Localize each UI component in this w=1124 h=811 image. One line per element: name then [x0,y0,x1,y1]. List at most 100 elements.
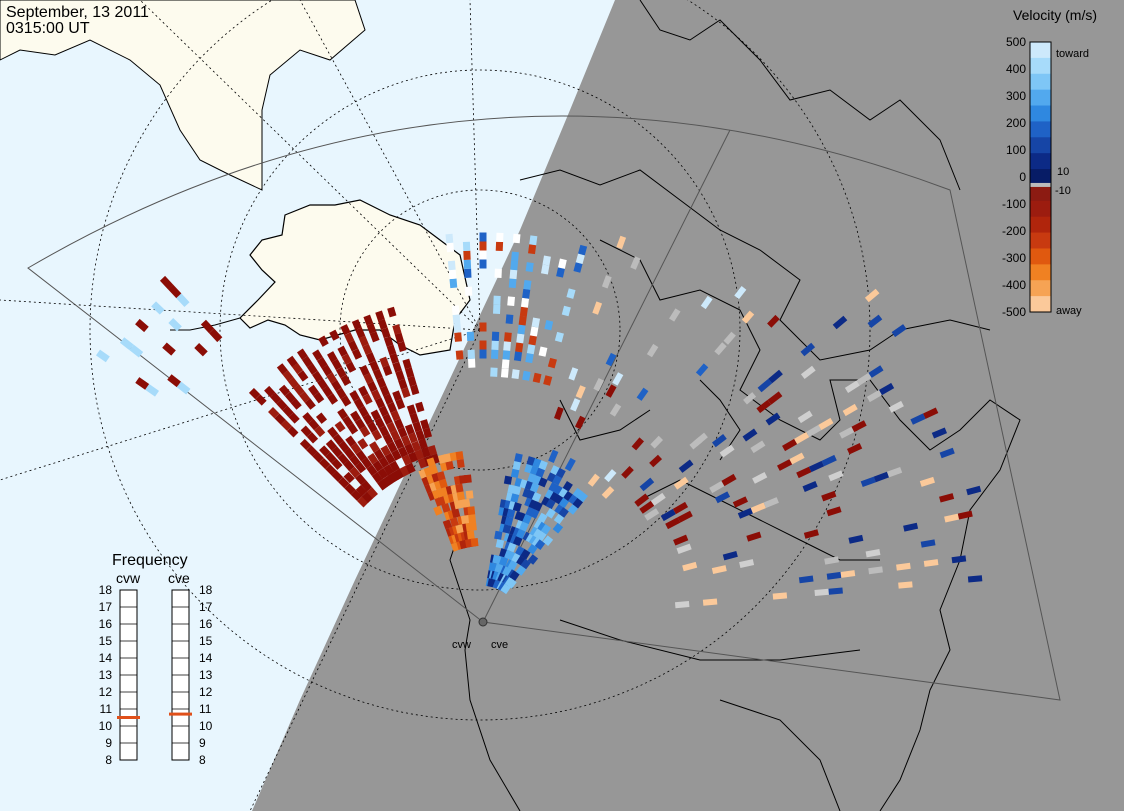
velocity-cell [719,444,735,458]
velocity-cell [636,387,649,401]
velocity-cell [712,433,727,448]
velocity-cell [752,472,768,484]
velocity-cell [665,517,681,530]
velocity-cell [95,349,110,363]
velocity-cell [537,521,548,533]
velocity-cell [558,487,569,499]
velocity-cell [315,412,328,424]
velocity-cell [504,516,514,527]
velocity-cell [358,405,369,418]
velocity-colorbar-cell [1030,57,1051,75]
velocity-cell [209,328,223,343]
velocity-cell [318,457,331,470]
velocity-cell [505,314,514,324]
velocity-cell [605,384,617,398]
velocity-cell [746,531,762,542]
velocity-cell [386,344,397,356]
velocity-cell [673,534,689,546]
radar-site-marker [478,617,488,627]
velocity-cell [382,475,394,487]
velocity-cell [451,305,460,315]
velocity-cell [673,476,689,490]
velocity-cell [490,367,498,377]
velocity-cell [506,508,516,519]
velocity-cell [415,401,425,413]
velocity-cell [379,385,390,397]
velocity-cell [312,349,323,361]
velocity-cell [526,456,536,466]
frequency-scale-left-label: 12 [99,685,113,699]
velocity-inner-plus-label: 10 [1057,166,1069,178]
velocity-cell [578,244,588,256]
velocity-cell [734,286,747,300]
frequency-scale-right-label: 11 [199,702,212,716]
velocity-cell [404,443,415,455]
velocity-cell [451,508,461,519]
velocity-cell [395,398,406,410]
velocity-cell [536,530,547,542]
velocity-cell [545,498,556,510]
velocity-cell [839,426,855,439]
velocity-cell [135,377,150,390]
velocity-cell [515,565,527,576]
velocity-cell [886,466,903,478]
velocity-cell [455,524,465,534]
velocity-cell [369,441,380,453]
velocity-cell [479,340,487,350]
velocity-cell [512,502,522,512]
velocity-cell [516,333,525,344]
velocity-cell [479,349,487,359]
velocity-cell [542,535,554,547]
velocity-cell [510,468,520,479]
velocity-cell [129,344,144,358]
velocity-cell [531,491,542,503]
velocity-cell [520,548,531,560]
velocity-cell [891,324,907,338]
velocity-cell [529,482,540,493]
velocity-cell [394,418,404,430]
velocity-cell [442,519,453,530]
velocity-cell [967,575,983,583]
velocity-cell [503,475,513,485]
velocity-cell [504,332,512,342]
velocity-cell [361,491,374,503]
velocity-cell [512,233,521,244]
velocity-cell [832,315,848,330]
velocity-cell [672,501,689,515]
velocity-cell [910,413,926,425]
velocity-cell [923,559,939,567]
velocity-cell [331,470,343,482]
velocity-colorbar-cell [1030,200,1051,218]
velocity-cell [512,485,522,496]
velocity-cell [796,466,812,479]
velocity-cell [317,378,328,390]
velocity-cell [789,452,805,465]
velocity-cell [327,393,339,405]
velocity-cell [327,426,339,439]
velocity-cell [846,443,863,455]
land-alaska-peninsula [170,317,241,331]
frequency-scale-right-label: 8 [199,753,206,767]
velocity-cell [689,437,703,450]
velocity-cell [554,504,565,515]
velocity-cell [176,293,190,307]
velocity-cell [446,242,455,253]
velocity-colorbar-title: Velocity (m/s) [1013,7,1097,23]
velocity-cell [508,278,517,289]
frequency-scale-left-label: 15 [99,634,113,648]
velocity-cell [570,398,581,412]
velocity-cell [410,384,420,396]
frequency-scale-left-label: 8 [105,753,112,767]
velocity-cell [312,370,323,383]
velocity-cell [464,268,472,278]
frequency-scale-right-label: 18 [199,583,213,597]
velocity-cell [888,400,904,413]
velocity-cell [765,412,781,426]
land-alaska [239,199,471,356]
velocity-cell [529,235,538,246]
velocity-cell [743,392,757,405]
velocity-colorbar-cell [1030,216,1051,234]
velocity-cell [873,471,890,483]
velocity-cell [383,433,394,445]
velocity-cell [554,406,564,421]
